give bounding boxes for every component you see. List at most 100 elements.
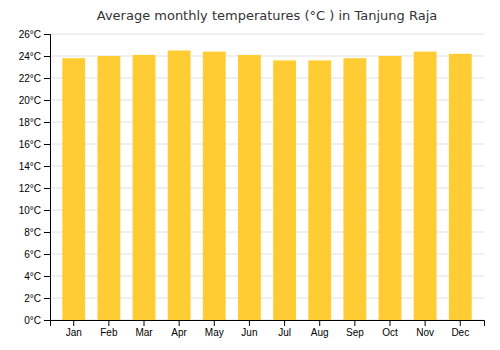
tick-label: May — [205, 327, 224, 338]
tick-label: 16°C — [19, 139, 41, 150]
tick-label: 26°C — [19, 29, 41, 40]
bar — [97, 56, 120, 320]
chart: 0°C 2°C 4°C 6°C 8°C 10°C 12°C 14°C 16°C 18°C 20°C 2… — [0, 0, 500, 350]
tick: 12°C — [19, 183, 50, 194]
tick-label: 22°C — [19, 73, 41, 84]
tick: 10°C — [19, 205, 50, 216]
tick-label: 2°C — [24, 293, 41, 304]
tick-mark — [44, 276, 50, 277]
tick: Jan — [66, 320, 82, 338]
tick-mark — [44, 78, 50, 79]
tick-label: 10°C — [19, 205, 41, 216]
tick-mark — [214, 320, 215, 326]
tick: May — [205, 320, 224, 338]
tick-mark — [44, 298, 50, 299]
tick-label: Jul — [278, 327, 291, 338]
tick: Aug — [311, 320, 329, 338]
tick: Mar — [135, 320, 153, 338]
tick-label: 8°C — [24, 227, 41, 238]
grid — [50, 34, 484, 320]
bar — [203, 52, 226, 320]
tick-label: 24°C — [19, 51, 41, 62]
bar — [449, 54, 472, 320]
x-axis: Jan Feb Mar Apr May Jun Jul Aug Sep Oct Nov Dec — [51, 320, 485, 338]
tick: 24°C — [19, 51, 50, 62]
bar — [133, 55, 156, 320]
title: Average monthly temperatures (°C ) in Ta… — [97, 8, 438, 23]
tick-label: Oct — [382, 327, 398, 338]
tick-mark — [144, 320, 145, 326]
tick-mark — [44, 34, 50, 35]
tick-mark — [44, 56, 50, 57]
tick-mark — [354, 320, 355, 326]
tick-label: 0°C — [24, 315, 41, 326]
y-axis: 0°C 2°C 4°C 6°C 8°C 10°C 12°C 14°C 16°C 18°C 20°C 2… — [19, 29, 51, 326]
tick-mark — [44, 254, 50, 255]
plot: 0°C 2°C 4°C 6°C 8°C 10°C 12°C 14°C 16°C 18°C 20°C 2… — [19, 29, 485, 338]
bars — [62, 51, 471, 321]
axis-line — [44, 35, 51, 321]
tick: 4°C — [24, 271, 50, 282]
tick: Jun — [241, 320, 257, 338]
tick-label: 18°C — [19, 117, 41, 128]
tick-label: Mar — [135, 327, 153, 338]
tick-mark — [249, 320, 250, 326]
tick-label: 12°C — [19, 183, 41, 194]
tick-mark — [460, 320, 461, 326]
tick-label: Dec — [451, 327, 469, 338]
tick-mark — [108, 320, 109, 326]
tick-label: 6°C — [24, 249, 41, 260]
tick: 20°C — [19, 95, 50, 106]
tick-label: Aug — [311, 327, 329, 338]
tick-mark — [44, 144, 50, 145]
tick-mark — [179, 320, 180, 326]
bar — [343, 58, 366, 320]
tick-mark — [389, 320, 390, 326]
tick-label: Apr — [171, 327, 187, 338]
tick: 2°C — [24, 293, 50, 304]
tick: Apr — [171, 320, 187, 338]
bar — [414, 52, 437, 320]
tick-mark — [44, 210, 50, 211]
tick: 0°C — [24, 315, 50, 326]
tick-label: Jan — [66, 327, 82, 338]
tick-label: 20°C — [19, 95, 41, 106]
bar — [62, 58, 85, 320]
tick-mark — [425, 320, 426, 326]
tick: 22°C — [19, 73, 50, 84]
tick-label: Sep — [346, 327, 364, 338]
tick: 16°C — [19, 139, 50, 150]
tick: Nov — [416, 320, 434, 338]
tick-label: 4°C — [24, 271, 41, 282]
tick: 8°C — [24, 227, 50, 238]
bar — [168, 51, 191, 321]
tick-mark — [44, 188, 50, 189]
tick-label: Feb — [100, 327, 118, 338]
axis-line — [51, 321, 485, 327]
tick: Feb — [100, 320, 118, 338]
tick: Oct — [382, 320, 398, 338]
tick: 26°C — [19, 29, 50, 40]
tick: 18°C — [19, 117, 50, 128]
bar — [379, 56, 402, 320]
tick-label: 14°C — [19, 161, 41, 172]
tick: Sep — [346, 320, 364, 338]
tick-mark — [44, 232, 50, 233]
tick-mark — [44, 166, 50, 167]
tick-label: Jun — [241, 327, 257, 338]
tick-mark — [73, 320, 74, 326]
tick: Jul — [278, 320, 291, 338]
tick-mark — [44, 320, 50, 321]
bar — [273, 60, 296, 320]
tick-mark — [284, 320, 285, 326]
grid-line — [50, 34, 484, 35]
bar — [238, 55, 261, 320]
tick-mark — [319, 320, 320, 326]
tick: Dec — [451, 320, 469, 338]
bar — [308, 60, 331, 320]
tick: 14°C — [19, 161, 50, 172]
tick: 6°C — [24, 249, 50, 260]
tick-label: Nov — [416, 327, 434, 338]
tick-mark — [44, 100, 50, 101]
tick-mark — [44, 122, 50, 123]
